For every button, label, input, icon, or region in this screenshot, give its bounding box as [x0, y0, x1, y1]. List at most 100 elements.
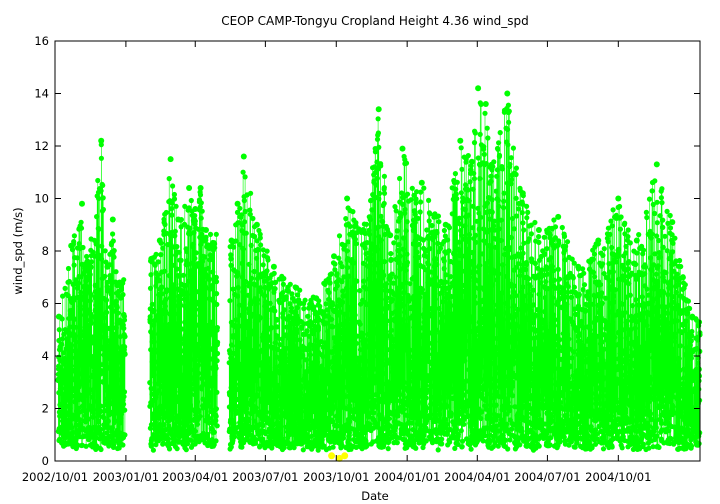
data-point: [388, 251, 394, 257]
data-point: [391, 240, 397, 246]
data-point: [371, 305, 377, 311]
data-point: [481, 144, 487, 150]
data-point: [113, 373, 119, 379]
data-point: [167, 325, 173, 331]
data-point: [100, 344, 107, 350]
data-point: [271, 270, 277, 276]
data-point: [560, 344, 567, 350]
data-point: [156, 278, 163, 284]
data-point: [239, 260, 245, 266]
data-point: [457, 221, 463, 227]
data-point: [211, 382, 217, 388]
data-point: [520, 250, 526, 256]
data-point: [416, 241, 422, 247]
data-point: [281, 396, 287, 402]
data-point: [104, 309, 110, 315]
data-point: [441, 395, 447, 401]
data-point: [487, 329, 493, 335]
data-point: [162, 221, 168, 228]
data-point: [291, 382, 297, 388]
data-point: [343, 216, 349, 222]
data-point: [151, 386, 157, 392]
data-point: [374, 175, 380, 181]
data-point: [164, 287, 170, 293]
data-point: [453, 306, 459, 312]
data-point: [448, 274, 454, 280]
data-point: [444, 421, 450, 427]
data-point: [444, 404, 450, 410]
data-point: [121, 325, 127, 331]
data-point: [475, 353, 481, 359]
data-point: [108, 291, 114, 297]
data-point: [507, 161, 513, 167]
data-point: [465, 153, 471, 159]
data-point: [480, 318, 486, 324]
data-point: [310, 331, 317, 337]
data-point: [62, 381, 68, 387]
data-point: [505, 399, 511, 405]
data-point: [329, 324, 335, 330]
data-point: [193, 306, 199, 313]
data-point: [298, 414, 304, 420]
data-point: [392, 318, 398, 324]
data-point: [511, 283, 517, 289]
data-point: [89, 394, 95, 400]
data-point: [121, 277, 127, 283]
data-point: [434, 230, 440, 236]
data-point: [213, 279, 220, 285]
data-point: [357, 288, 363, 294]
data-point: [287, 281, 293, 287]
data-point: [106, 338, 112, 344]
data-point: [472, 420, 478, 426]
data-point: [246, 343, 252, 349]
data-point: [272, 308, 278, 314]
data-point: [164, 348, 170, 355]
data-point: [465, 413, 471, 420]
data-point: [554, 352, 560, 358]
data-point: [538, 417, 544, 423]
data-point: [427, 412, 433, 418]
data-point: [90, 407, 96, 413]
data-point: [530, 393, 536, 399]
data-point: [99, 256, 105, 262]
data-point: [169, 200, 175, 206]
data-point: [476, 226, 482, 232]
data-point: [180, 272, 187, 278]
data-point: [250, 215, 256, 222]
data-point: [202, 368, 208, 374]
data-point: [546, 345, 552, 351]
data-point: [567, 363, 573, 369]
data-point: [170, 295, 176, 301]
data-point: [495, 146, 501, 152]
data-point: [484, 200, 491, 206]
data-point: [513, 360, 519, 366]
data-point: [517, 343, 523, 349]
data-point: [178, 287, 185, 293]
data-point: [72, 316, 78, 322]
data-point: [174, 446, 180, 452]
data-point: [147, 285, 154, 291]
data-point: [118, 415, 124, 421]
data-point: [431, 376, 438, 382]
data-point: [83, 373, 89, 379]
data-point: [362, 245, 368, 251]
data-point: [500, 384, 506, 390]
data-point: [75, 397, 81, 403]
data-point: [536, 239, 542, 245]
data-point: [96, 322, 102, 328]
data-point: [95, 295, 101, 302]
data-point: [160, 440, 166, 446]
data-point: [147, 380, 153, 386]
data-point: [354, 333, 360, 339]
data-point: [506, 119, 512, 125]
data-point: [470, 270, 476, 276]
data-point: [440, 314, 446, 320]
data-point: [109, 391, 115, 397]
data-point: [372, 392, 379, 398]
data-point: [504, 421, 510, 427]
data-point: [266, 356, 272, 362]
data-point: [353, 340, 359, 346]
data-point: [524, 414, 531, 420]
data-point: [166, 446, 173, 452]
data-point: [213, 413, 219, 419]
